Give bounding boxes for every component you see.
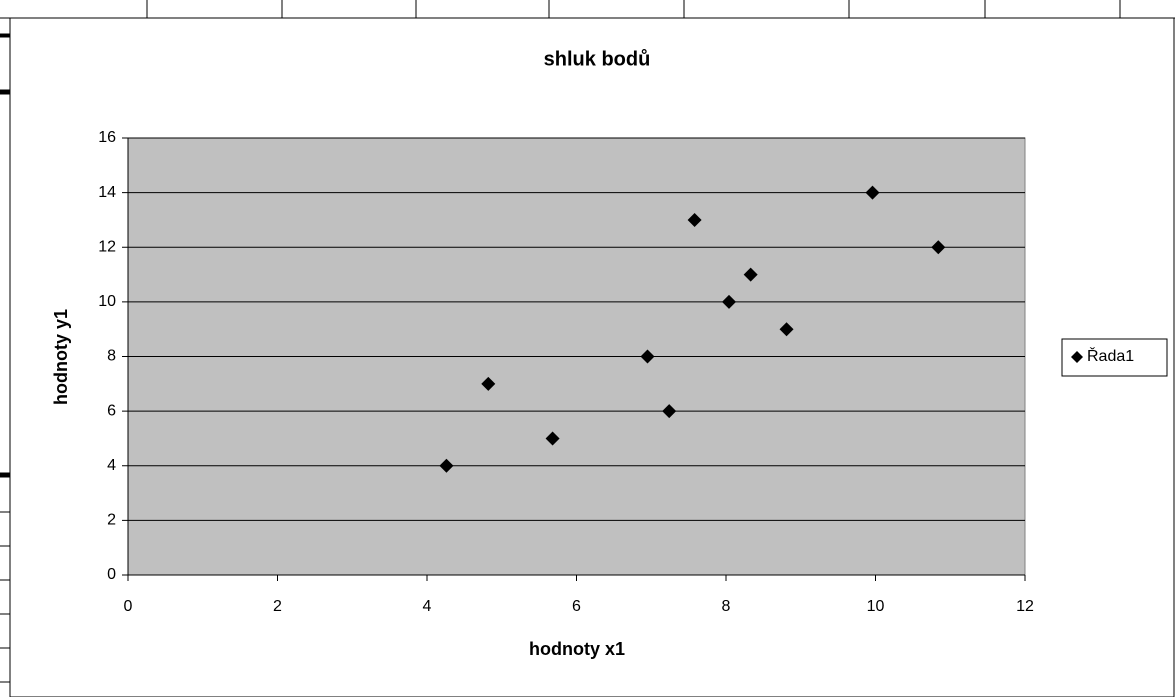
point [931,240,946,255]
point [481,376,496,391]
x-tick-label: 2 [273,598,282,615]
legend-marker [1071,351,1083,363]
x-tick-label: 0 [124,598,133,615]
y-tick-label: 16 [98,129,116,146]
point [779,322,794,337]
point [865,185,880,200]
y-tick-label: 12 [98,238,116,255]
point [545,431,560,446]
y-axis-label: hodnoty y1 [51,309,71,405]
y-tick-label: 8 [107,348,116,365]
y-tick-label: 4 [107,457,116,474]
legend-label: Řada1 [1087,346,1134,365]
point [439,458,454,473]
y-tick-label: 6 [107,402,116,419]
chart-title: shluk bodů [544,48,651,70]
y-tick-label: 2 [107,512,116,529]
x-tick-label: 10 [867,598,885,615]
x-tick-label: 8 [722,598,731,615]
point [743,267,758,282]
point [640,349,655,364]
x-tick-label: 6 [572,598,581,615]
y-tick-label: 0 [107,566,116,583]
point [662,404,677,419]
x-tick-label: 4 [423,598,432,615]
x-tick-label: 12 [1016,598,1034,615]
y-tick-label: 10 [98,293,116,310]
point [687,212,702,227]
x-axis-label: hodnoty x1 [529,639,625,659]
point [721,294,736,309]
y-tick-label: 14 [98,184,116,201]
